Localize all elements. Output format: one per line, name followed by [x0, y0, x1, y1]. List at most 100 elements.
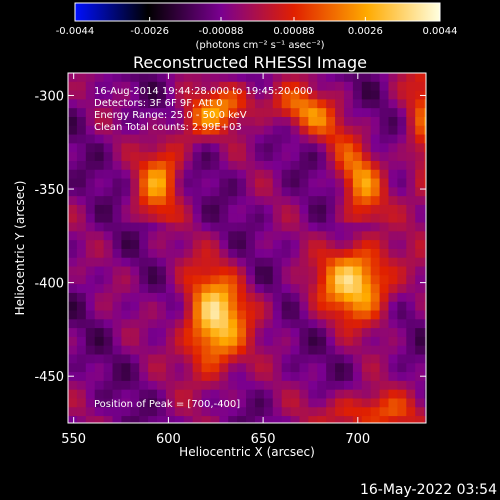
heatmap-cell [157, 248, 167, 259]
heatmap-cell [299, 407, 309, 417]
heatmap-cell [183, 416, 194, 423]
heatmap-cell [308, 248, 318, 259]
heatmap-cell [228, 248, 238, 259]
heatmap-cell [219, 372, 229, 382]
heatmap-cell [254, 266, 265, 276]
colorbar-tick-label: -0.0044 [56, 26, 95, 37]
heatmap-cell [192, 354, 203, 364]
heatmap-cell [424, 425, 434, 434]
heatmap-cell [308, 354, 318, 364]
heatmap-cell [379, 275, 390, 285]
heatmap-cell [139, 328, 149, 338]
heatmap-cell [103, 116, 114, 127]
heatmap-cell [237, 134, 247, 144]
heatmap-cell [299, 257, 309, 268]
heatmap-cell [210, 301, 220, 312]
heatmap-cell [415, 134, 425, 144]
heatmap-cell [94, 125, 105, 136]
heatmap-cell [254, 257, 265, 268]
heatmap-cell [263, 284, 274, 294]
heatmap-cell [281, 231, 292, 241]
heatmap-cell [68, 275, 78, 285]
heatmap-cell [326, 372, 336, 382]
heatmap-cell [130, 328, 140, 338]
heatmap-cell [370, 81, 381, 92]
heatmap-cell [130, 99, 140, 109]
heatmap-cell [246, 116, 256, 127]
heatmap-cell [237, 354, 247, 364]
heatmap-cell [85, 178, 96, 188]
heatmap-cell [210, 169, 220, 180]
heatmap-cell [326, 169, 336, 180]
heatmap-cell [317, 108, 327, 118]
heatmap-cell [433, 143, 443, 152]
heatmap-cell [228, 310, 238, 320]
heatmap-cell [281, 125, 292, 136]
heatmap-cell [272, 398, 283, 408]
heatmap-cell [210, 275, 220, 285]
heatmap-cell [335, 99, 345, 109]
heatmap-cell [424, 389, 426, 400]
heatmap-cell [219, 152, 229, 162]
heatmap-cell [183, 284, 194, 294]
heatmap-cell [370, 73, 381, 83]
heatmap-cell [103, 108, 114, 118]
heatmap-cell [335, 134, 345, 144]
heatmap-cell [388, 363, 398, 373]
heatmap-cell [370, 389, 381, 400]
heatmap-cell [379, 196, 390, 206]
heatmap-cell [192, 328, 203, 338]
heatmap-cell [157, 398, 167, 408]
heatmap-cell [192, 336, 203, 347]
heatmap-cell [183, 178, 194, 188]
heatmap-cell [237, 222, 247, 232]
heatmap-cell [281, 416, 292, 423]
heatmap-cell [335, 73, 345, 83]
heatmap-cell [201, 248, 212, 259]
heatmap-cell [103, 240, 114, 250]
heatmap-cell [103, 213, 114, 224]
heatmap-cell [290, 416, 301, 423]
heatmap-cell [85, 389, 96, 400]
heatmap-cell [210, 231, 220, 241]
heatmap-cell [237, 292, 247, 303]
heatmap-cell [201, 116, 212, 127]
heatmap-cell [246, 301, 256, 312]
heatmap-cell [121, 152, 131, 162]
heatmap-cell [379, 389, 390, 400]
heatmap-cell [183, 275, 194, 285]
heatmap-cell [121, 143, 131, 153]
heatmap-cell [254, 108, 265, 118]
heatmap-cell [433, 152, 443, 161]
heatmap-cell [76, 143, 87, 153]
heatmap-cell [165, 204, 176, 215]
heatmap-cell [112, 152, 123, 162]
heatmap-cell [237, 116, 247, 127]
heatmap-cell [406, 160, 416, 171]
heatmap-cell [308, 99, 318, 109]
heatmap-cell [174, 143, 185, 153]
heatmap-cell [85, 416, 96, 423]
heatmap-cell [317, 213, 327, 224]
heatmap-cell [237, 301, 247, 312]
colorbar-tick-label: 0.00088 [273, 26, 314, 37]
heatmap-cell [121, 160, 131, 171]
heatmap-cell [352, 407, 363, 417]
heatmap-cell [228, 301, 238, 312]
heatmap-cell [210, 240, 220, 250]
heatmap-cell [379, 372, 390, 382]
heatmap-cell [308, 204, 318, 215]
heatmap-cell [210, 81, 220, 92]
heatmap-cell [299, 248, 309, 259]
heatmap-cell [228, 204, 238, 215]
heatmap-cell [165, 257, 176, 268]
heatmap-cell [219, 134, 229, 144]
heatmap-cell [76, 196, 87, 206]
heatmap-cell [139, 213, 149, 224]
heatmap-cell [254, 187, 265, 197]
heatmap-cell [148, 345, 158, 356]
heatmap-cell [94, 116, 105, 127]
x-tick-label: 650 [251, 432, 276, 447]
heatmap-cell [406, 380, 416, 391]
heatmap-cell [228, 257, 238, 268]
